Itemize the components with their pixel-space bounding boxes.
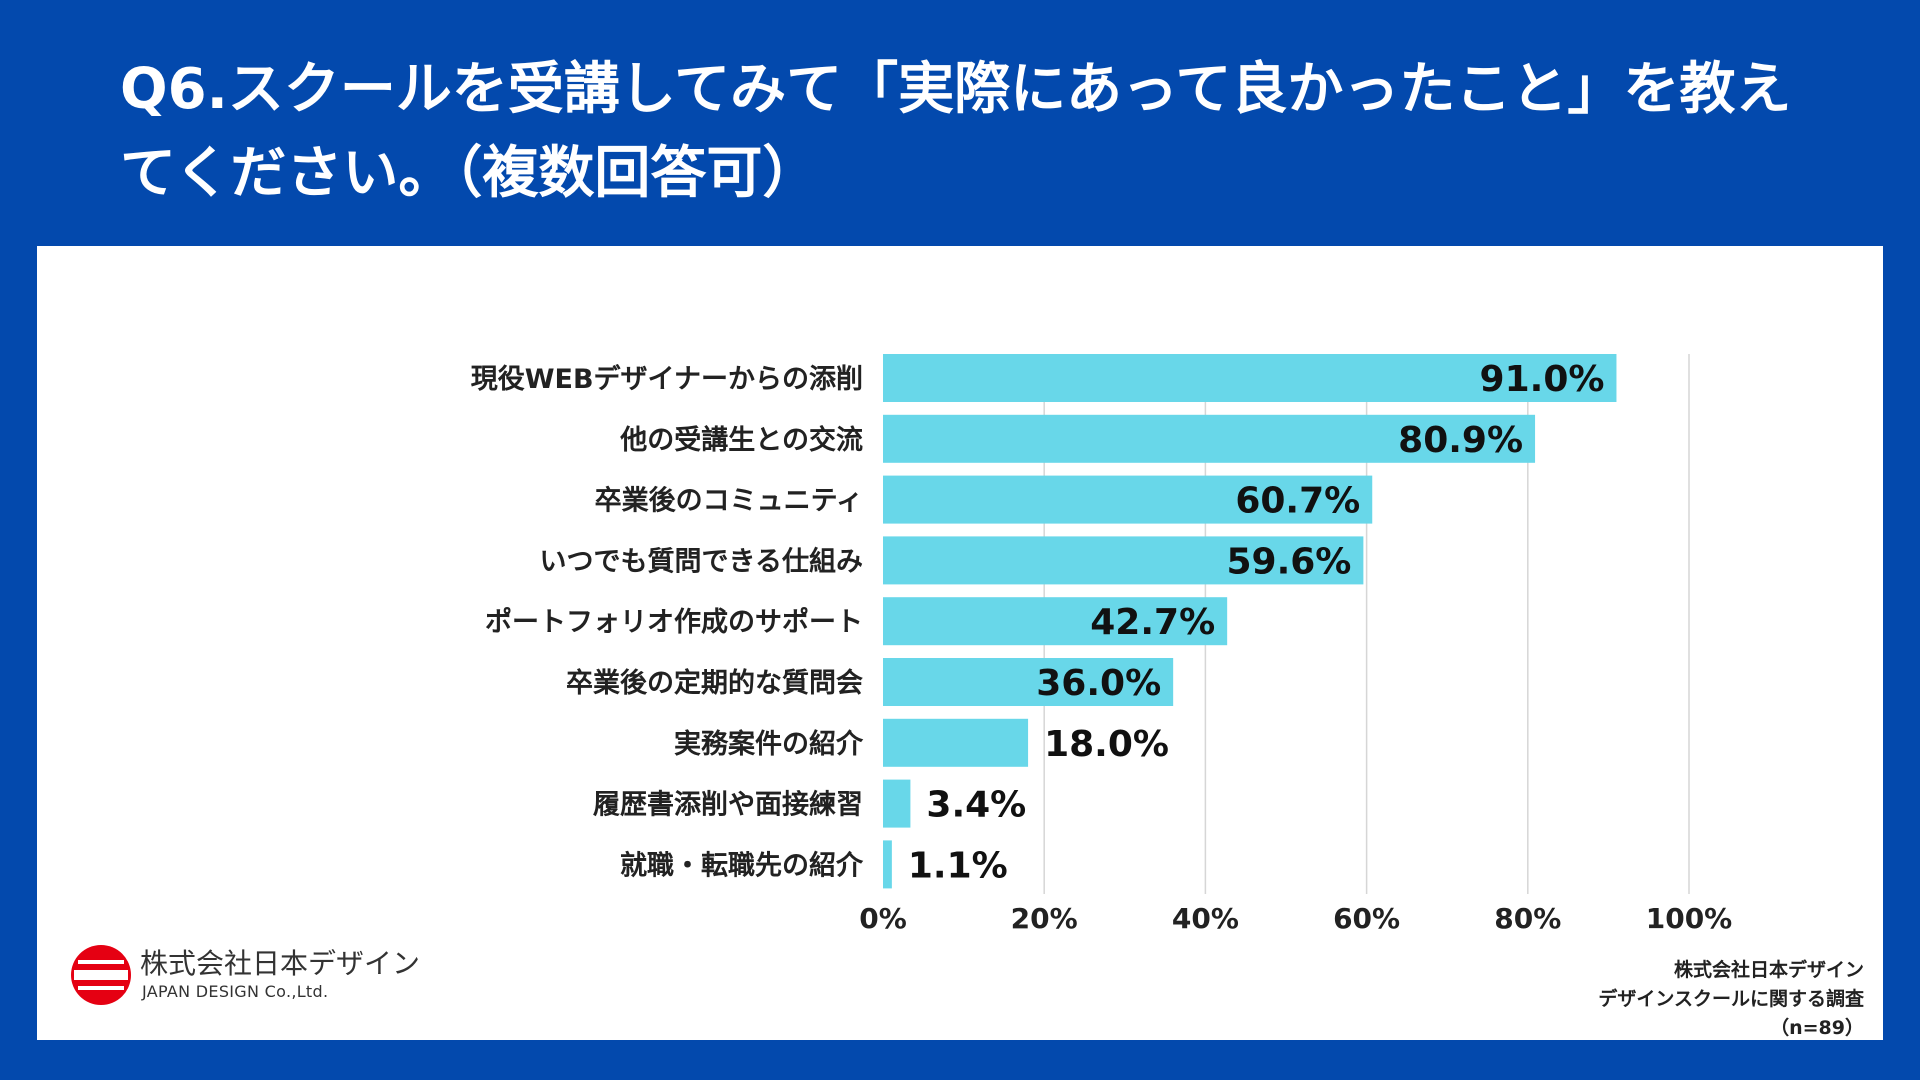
category-label: 実務案件の紹介: [674, 728, 864, 760]
page-title: Q6.スクールを受講してみて「実際にあって良かったこと」を教えてください。（複数…: [120, 57, 1792, 206]
bar-chart: 現役WEBデザイナーからの添削 91.0% 他の受講生との交流 80.9% 卒業後のコミ…: [471, 354, 1732, 935]
category-label: 現役WEBデザイナーからの添削: [471, 363, 863, 395]
category-label: 卒業後の定期的な質問会: [566, 667, 863, 699]
bar: [883, 414, 1536, 463]
bar: [883, 658, 1174, 706]
data-label: 59.6%: [1226, 541, 1351, 582]
tick-layer: 0% 20% 40% 60% 80% 100%: [859, 902, 1732, 935]
bar: [883, 354, 1617, 402]
category-label: 就職・転職先の紹介: [620, 849, 864, 881]
logo-mark-icon: [71, 945, 131, 1005]
x-tick-label: 100%: [1646, 902, 1733, 935]
x-tick-label: 80%: [1494, 902, 1561, 935]
category-label: ポートフォリオ作成のサポート: [485, 607, 863, 638]
data-label: 36.0%: [1036, 663, 1161, 704]
source-line-2: デザインスクールに関する調査: [1598, 988, 1864, 1010]
category-label: いつでも質問できる仕組み: [540, 545, 863, 577]
data-label: 91.0%: [1480, 359, 1605, 400]
x-tick-label: 40%: [1172, 902, 1239, 935]
source-sample-size: （n=89）: [1770, 1017, 1864, 1039]
logo-name: 株式会社日本デザイン: [140, 947, 421, 980]
x-tick-label: 0%: [859, 902, 907, 935]
bar: [883, 536, 1364, 585]
category-label: 履歴書添削や面接練習: [593, 789, 863, 821]
data-label: 1.1%: [908, 845, 1008, 886]
data-label: 18.0%: [1044, 724, 1169, 765]
logo-subname: JAPAN DESIGN Co.,Ltd.: [142, 982, 329, 1001]
label-layer: 現役WEBデザイナーからの添削 91.0% 他の受講生との交流 80.9% 卒業後のコミ…: [471, 359, 1605, 886]
bar: [883, 779, 911, 828]
x-tick-label: 20%: [1011, 902, 1078, 935]
chart-panel: 現役WEBデザイナーからの添削 91.0% 他の受講生との交流 80.9% 卒業後のコミ…: [37, 246, 1883, 1040]
data-label: 3.4%: [926, 785, 1026, 826]
source-note: 株式会社日本デザイン デザインスクールに関する調査 （n=89）: [1598, 956, 1864, 1043]
category-label: 他の受講生との交流: [619, 424, 863, 456]
data-label: 60.7%: [1235, 481, 1360, 522]
data-label: 42.7%: [1090, 602, 1215, 643]
x-tick-label: 60%: [1333, 902, 1400, 935]
bar: [883, 840, 892, 889]
company-logo: 株式会社日本デザイン JAPAN DESIGN Co.,Ltd.: [70, 940, 420, 1010]
data-label: 80.9%: [1398, 420, 1523, 461]
bar-layer: [883, 354, 1617, 889]
bar: [883, 718, 1029, 767]
bar: [883, 597, 1228, 646]
category-label: 卒業後のコミュニティ: [595, 485, 863, 517]
bar: [883, 475, 1373, 524]
source-line-1: 株式会社日本デザイン: [1673, 959, 1864, 981]
